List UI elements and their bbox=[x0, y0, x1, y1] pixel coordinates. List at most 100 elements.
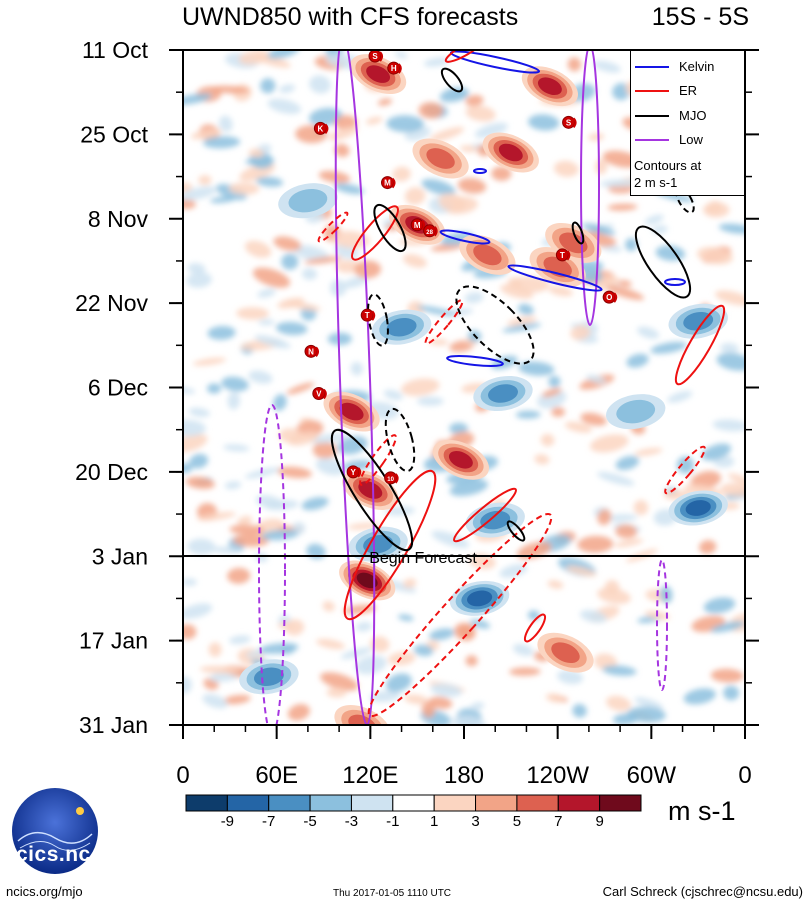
field-cell bbox=[273, 236, 302, 251]
svg-text:M: M bbox=[384, 179, 391, 188]
field-cell bbox=[223, 444, 250, 452]
field-cell bbox=[316, 638, 346, 650]
field-cell bbox=[248, 148, 265, 158]
field-cell bbox=[275, 321, 308, 336]
storm-markers: S H K S M M 28 T O T N V Y 10 bbox=[304, 50, 618, 485]
field-cell bbox=[627, 706, 666, 723]
colorbar-swatch bbox=[557, 794, 601, 812]
field-cell bbox=[229, 524, 264, 535]
field-cell bbox=[548, 375, 561, 388]
storm-marker: S bbox=[562, 115, 577, 129]
er-contour bbox=[523, 613, 547, 643]
colorbar-label: -1 bbox=[386, 813, 399, 830]
er-contour bbox=[444, 50, 486, 63]
er-contour bbox=[453, 487, 517, 543]
field-cell bbox=[188, 407, 210, 418]
field-cell bbox=[385, 673, 412, 692]
field-cell bbox=[502, 323, 542, 333]
field-cell bbox=[605, 514, 638, 522]
field-cell bbox=[386, 115, 424, 133]
field-cell bbox=[423, 57, 450, 67]
field-cell bbox=[551, 407, 565, 417]
anomaly-blob bbox=[473, 244, 502, 266]
field-cell bbox=[207, 325, 236, 340]
anomaly-blob bbox=[488, 384, 518, 403]
er-contour bbox=[351, 205, 399, 261]
field-cell bbox=[309, 75, 331, 94]
storm-marker: T bbox=[555, 248, 571, 262]
anomaly-blob bbox=[498, 143, 523, 162]
field-cell bbox=[716, 352, 745, 371]
svg-text:H: H bbox=[391, 64, 397, 73]
field-cell bbox=[190, 129, 222, 140]
field-cell bbox=[710, 621, 745, 633]
svg-text:10: 10 bbox=[387, 477, 394, 483]
field-cell bbox=[572, 703, 587, 718]
field-cell bbox=[183, 198, 196, 209]
field-cell bbox=[637, 326, 660, 339]
field-cell bbox=[416, 396, 444, 406]
field-cell bbox=[237, 515, 253, 527]
field-cell bbox=[281, 253, 299, 270]
field-cell bbox=[727, 473, 745, 484]
field-cell bbox=[183, 603, 213, 619]
field-cell bbox=[279, 84, 296, 94]
field-cell bbox=[457, 178, 487, 194]
colorbar: -9 -7 -5 -3 -1 1 3 5 7 9 bbox=[185, 794, 642, 830]
field-cell bbox=[548, 286, 574, 297]
field-cell bbox=[221, 376, 249, 392]
field-cell bbox=[218, 115, 233, 133]
field-cell bbox=[304, 256, 343, 265]
anomaly-blob bbox=[467, 590, 493, 607]
er-contour bbox=[674, 304, 726, 386]
colorbar-label: 3 bbox=[471, 813, 479, 830]
field-cell bbox=[615, 455, 640, 471]
footer-timestamp: Thu 2017-01-05 1110 UTC bbox=[333, 888, 452, 899]
field-cell bbox=[207, 383, 222, 394]
field-cell bbox=[458, 623, 475, 639]
mjo-contour bbox=[571, 221, 585, 245]
field-cell bbox=[703, 597, 736, 614]
field-cell bbox=[334, 115, 357, 131]
field-cell bbox=[326, 687, 347, 698]
storm-marker: N bbox=[304, 344, 320, 358]
svg-text:M: M bbox=[414, 221, 421, 230]
field-cell bbox=[186, 272, 212, 288]
field-cell bbox=[256, 176, 284, 187]
field-cell bbox=[606, 285, 645, 301]
field-cell bbox=[597, 509, 612, 526]
y-tick-label: 22 Nov bbox=[75, 290, 148, 316]
field-cell bbox=[350, 361, 363, 376]
mjo-contour bbox=[440, 67, 464, 93]
logo-text: cics.nc bbox=[16, 843, 91, 866]
field-cell bbox=[580, 609, 607, 623]
field-cell bbox=[185, 476, 216, 490]
anomaly-blob bbox=[426, 148, 455, 169]
field-cell bbox=[474, 122, 508, 139]
svg-text:Y: Y bbox=[350, 468, 356, 477]
legend: Kelvin ER MJO Low Contours at 2 m s-1 bbox=[630, 50, 745, 196]
kelvin-contour bbox=[446, 355, 504, 367]
er-contour bbox=[664, 445, 706, 495]
field-cell bbox=[570, 325, 591, 341]
storm-marker: Y bbox=[346, 465, 362, 479]
field-cell bbox=[222, 694, 251, 705]
field-cell bbox=[507, 316, 537, 326]
field-cell bbox=[589, 434, 629, 453]
svg-text:K: K bbox=[317, 124, 323, 133]
y-tick-label: 25 Oct bbox=[80, 121, 148, 147]
field-cell bbox=[187, 538, 216, 555]
x-tick-label: 120W bbox=[526, 762, 589, 789]
footer-url[interactable]: ncics.org/mjo bbox=[6, 884, 83, 899]
field-cell bbox=[696, 247, 734, 265]
er-contour bbox=[343, 469, 437, 621]
colorbar-swatch bbox=[392, 794, 435, 812]
field-cell bbox=[318, 170, 351, 184]
legend-contour-note: Contours at 2 m s-1 bbox=[634, 158, 702, 190]
field-cell bbox=[469, 702, 485, 711]
field-cell bbox=[183, 419, 206, 437]
y-tick-label: 31 Jan bbox=[79, 712, 148, 738]
field-cell bbox=[288, 431, 319, 446]
x-tick-label: 180 bbox=[444, 762, 484, 789]
field-cell bbox=[557, 669, 584, 685]
